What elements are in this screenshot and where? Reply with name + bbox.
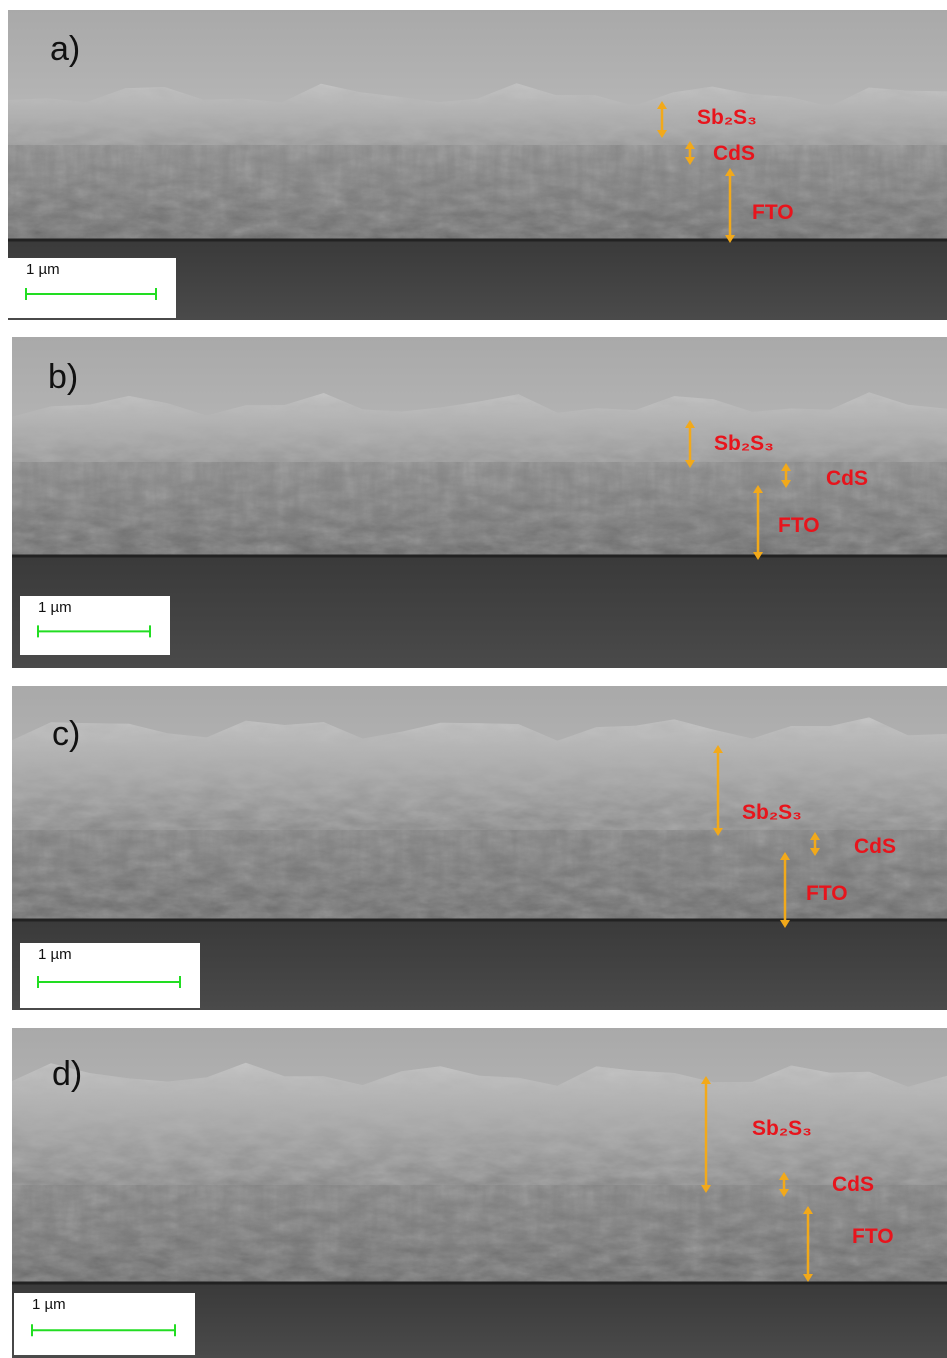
layer-label: Sb₂S₃: [742, 801, 802, 824]
layer-label: Sb₂S₃: [697, 106, 757, 129]
sem-panel: a) Sb₂S₃ CdS FTO 1 µm: [8, 10, 947, 320]
fto-texture: [12, 830, 947, 920]
layer-label: FTO: [852, 1225, 894, 1248]
fto-texture: [8, 145, 947, 240]
layer-label: CdS: [832, 1173, 874, 1196]
layer-label: FTO: [806, 882, 848, 905]
panel-label: a): [50, 30, 80, 68]
panel-label: d): [52, 1055, 82, 1093]
figure: a) Sb₂S₃ CdS FTO 1 µm b) Sb₂S₃ CdS FTO 1 µm c) Sb₂S…: [0, 0, 947, 1358]
layer-label: FTO: [778, 514, 820, 537]
panel-label: c): [52, 715, 80, 753]
scale-text: 1 µm: [26, 261, 60, 278]
sem-panel: b) Sb₂S₃ CdS FTO 1 µm: [12, 337, 947, 668]
sem-panel: c) Sb₂S₃ CdS FTO 1 µm: [12, 686, 947, 1010]
layer-label: FTO: [752, 201, 794, 224]
layer-label: Sb₂S₃: [752, 1117, 812, 1140]
scale-text: 1 µm: [38, 946, 72, 963]
panel-label: b): [48, 358, 78, 396]
panels: a) Sb₂S₃ CdS FTO 1 µm b) Sb₂S₃ CdS FTO 1 µm c) Sb₂S…: [8, 10, 947, 1358]
layer-label: Sb₂S₃: [714, 432, 774, 455]
scale-text: 1 µm: [32, 1296, 66, 1313]
sem-panel: d) Sb₂S₃ CdS FTO 1 µm: [12, 1028, 947, 1358]
fto-texture: [12, 462, 947, 556]
layer-label: CdS: [826, 467, 868, 490]
layer-label: CdS: [854, 835, 896, 858]
layer-label: CdS: [713, 142, 755, 165]
scale-text: 1 µm: [38, 599, 72, 616]
